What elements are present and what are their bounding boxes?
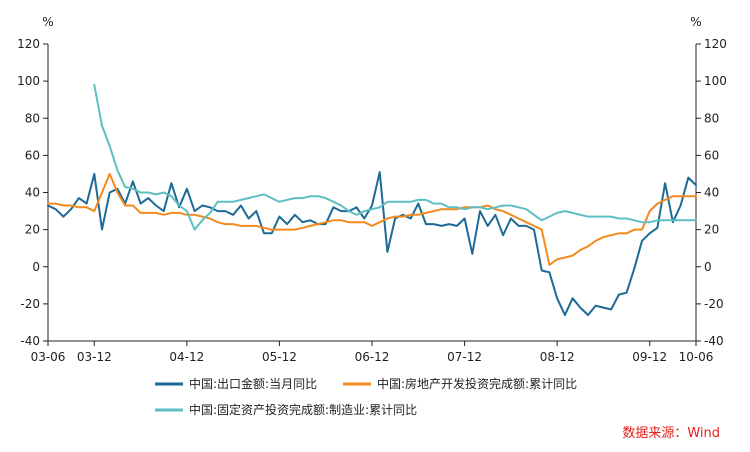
- x-tick-label: 04-12: [169, 350, 204, 364]
- legend-label-2: 中国:房地产开发投资完成额:累计同比: [377, 376, 577, 391]
- x-tick-label: 10-06: [679, 350, 714, 364]
- left-tick-label: 20: [25, 223, 40, 237]
- right-tick-label: 60: [704, 148, 719, 162]
- source-note: 数据来源：Wind: [622, 426, 720, 441]
- series-line-2: [47, 172, 697, 266]
- legend-label-1: 中国:出口金额:当月同比: [189, 376, 317, 391]
- x-tick-label: 05-12: [262, 350, 297, 364]
- right-tick-label: 0: [704, 260, 712, 274]
- right-tick-label: 120: [704, 37, 727, 51]
- x-tick-label: 03-12: [77, 350, 112, 364]
- left-tick-label: 100: [17, 74, 40, 88]
- series-line-3: [93, 83, 697, 231]
- left-tick-label: 0: [32, 260, 40, 274]
- series-layer: [47, 83, 697, 316]
- x-tick-label: 09-12: [632, 350, 667, 364]
- right-tick-label: 80: [704, 111, 719, 125]
- x-axis: 03-06 03-12 04-12 05-12 06-12 07-12 08-12 09-12…: [31, 340, 714, 364]
- x-tick-label: 03-06: [31, 350, 66, 364]
- series-line-1: [47, 171, 697, 316]
- right-tick-label: -20: [704, 297, 724, 311]
- left-unit-label: %: [42, 15, 53, 29]
- x-tick-label: 08-12: [540, 350, 575, 364]
- right-tick-label: 40: [704, 186, 719, 200]
- right-tick-label: -40: [704, 334, 724, 348]
- right-axis: % -40 -20 0 20 40 60 80 100 120: [690, 15, 727, 348]
- left-axis: % -40 -20 0 20 40 60 80 100 120: [17, 15, 54, 348]
- left-tick-label: -40: [20, 334, 40, 348]
- x-tick-label: 07-12: [447, 350, 482, 364]
- right-tick-label: 20: [704, 223, 719, 237]
- left-tick-label: -20: [20, 297, 40, 311]
- left-tick-label: 120: [17, 37, 40, 51]
- legend-label-3: 中国:固定资产投资完成额:制造业:累计同比: [189, 402, 417, 417]
- legend: 中国:出口金额:当月同比 中国:房地产开发投资完成额:累计同比中国:固定资产投资完…: [155, 376, 577, 417]
- right-tick-label: 100: [704, 74, 727, 88]
- left-tick-label: 80: [25, 111, 40, 125]
- x-tick-label: 06-12: [355, 350, 390, 364]
- left-tick-label: 40: [25, 186, 40, 200]
- left-tick-label: 60: [25, 148, 40, 162]
- right-unit-label: %: [690, 15, 701, 29]
